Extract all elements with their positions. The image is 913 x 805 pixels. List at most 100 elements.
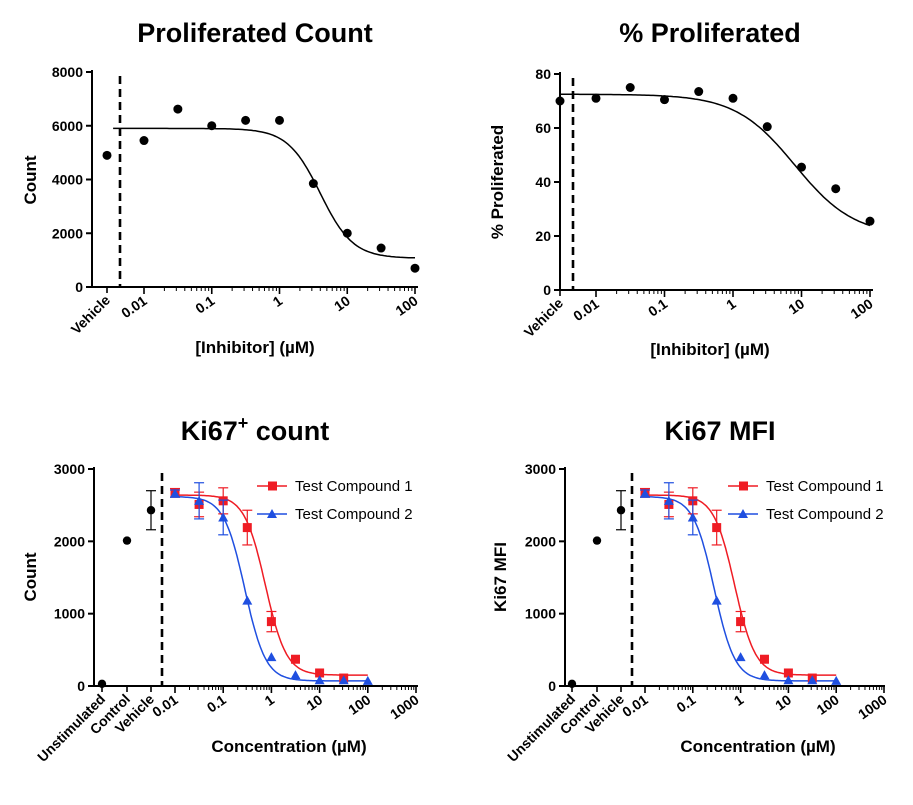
compound-2-point [266,652,277,662]
title-superscript: + [238,413,249,433]
y-tick-label: 40 [535,174,551,190]
data-point [410,263,420,273]
y-axis-label: Ki67 MFI [491,542,510,612]
title-main: Ki67 [181,416,238,446]
data-point [797,162,806,172]
data-point [694,87,704,97]
legend-marker-square [268,481,277,491]
x-tick-label: 10 [331,292,353,314]
x-tick-label: 1 [270,292,286,310]
chart-title: % Proliferated [619,18,801,48]
chart-title: Ki67 MFI [664,416,775,446]
legend-label: Test Compound 1 [766,478,884,495]
y-axis-label: Count [21,155,40,204]
y-tick-label: 20 [535,228,551,244]
data-point [865,216,875,226]
x-axis-label: [Inhibitor] (µM) [195,338,314,357]
x-tick-label: 1 [731,691,747,709]
y-tick-label: 0 [77,678,85,694]
compound-2-point [290,670,301,680]
compound-2-point [362,675,373,685]
compound-1-point [242,523,252,533]
fit-curve-compound-1 [645,494,837,676]
x-tick-label: 100 [345,691,373,718]
fit-curve [113,127,415,259]
compound-2-point [783,675,794,685]
category-label: Vehicle [521,295,567,341]
y-tick-label: 2000 [525,533,556,549]
legend-label: Test Compound 1 [295,478,413,495]
data-point [207,121,217,131]
y-tick-label: 8000 [52,64,83,80]
x-tick-label: 1 [723,295,739,313]
fit-curve-compound-1 [175,494,368,676]
vehicle-point [102,150,112,160]
data-point [728,93,738,103]
x-tick-label: 100 [847,295,875,322]
data-point [139,136,149,146]
x-tick-label: 1000 [855,691,890,722]
x-axis-label: Concentration (µM) [680,737,835,756]
data-point [831,184,841,194]
x-axis-label: [Inhibitor] (µM) [650,340,769,359]
compound-2-point [170,488,180,498]
y-tick-label: 3000 [525,461,556,477]
legend-marker-triangle [738,509,748,518]
data-point [275,115,284,125]
y-tick-label: 0 [75,279,83,295]
compound-2-point [314,675,325,685]
y-tick-label: 80 [535,66,551,82]
chart-title: Ki67+ count [181,413,330,446]
compound-2-point [687,512,698,522]
fit-curve-compound-2 [644,495,837,682]
control-point [592,536,602,545]
x-tick-label: 0.1 [645,295,670,319]
x-tick-label: 100 [814,691,842,718]
compound-2-point [194,495,205,505]
y-tick-label: 2000 [52,225,83,241]
compound-1-point [290,654,300,664]
compound-2-point [807,675,818,685]
data-point [591,93,601,103]
y-axis-label: Count [21,552,40,601]
chart-2: % Proliferated 0 20 40 60 80 0.01 0.1 1 10 100 Vehi… [488,18,876,359]
y-tick-label: 1000 [54,606,85,622]
data-point [308,179,318,189]
x-tick-label: 0.1 [204,691,229,715]
compound-2-point [735,652,746,662]
data-point [173,104,183,114]
control-point [146,506,156,515]
x-tick-label: 0.01 [570,295,602,324]
data-point [660,95,669,105]
compound-1-point [266,617,276,627]
legend-marker-triangle [267,509,277,518]
data-point [342,228,352,238]
x-tick-label: 10 [785,295,807,317]
compound-2-point [338,675,349,685]
vehicle-point [555,96,565,106]
legend-label: Test Compound 2 [766,506,884,523]
x-tick-label: 1000 [387,691,422,722]
compound-2-point [759,670,770,680]
x-tick-label: 0.1 [192,292,217,316]
compound-1-point [736,617,746,627]
control-point [122,536,132,545]
y-tick-label: 1000 [525,606,556,622]
compound-1-point [783,668,793,678]
legend-label: Test Compound 2 [295,506,413,523]
compound-1-point [712,523,722,533]
compound-2-point [711,595,722,605]
x-tick-label: 0.01 [118,292,150,321]
data-point [762,122,772,132]
chart-1: Proliferated Count 0 2000 4000 6000 8000 0.01 0… [21,18,421,357]
chart-title: Proliferated Count [137,18,373,48]
compound-2-point [831,675,842,685]
y-tick-label: 2000 [54,533,85,549]
y-tick-label: 3000 [54,461,85,477]
x-tick-label: 100 [392,292,420,319]
compound-2-point [242,595,253,605]
compound-2-point [218,512,229,522]
legend-marker-square [739,481,748,491]
